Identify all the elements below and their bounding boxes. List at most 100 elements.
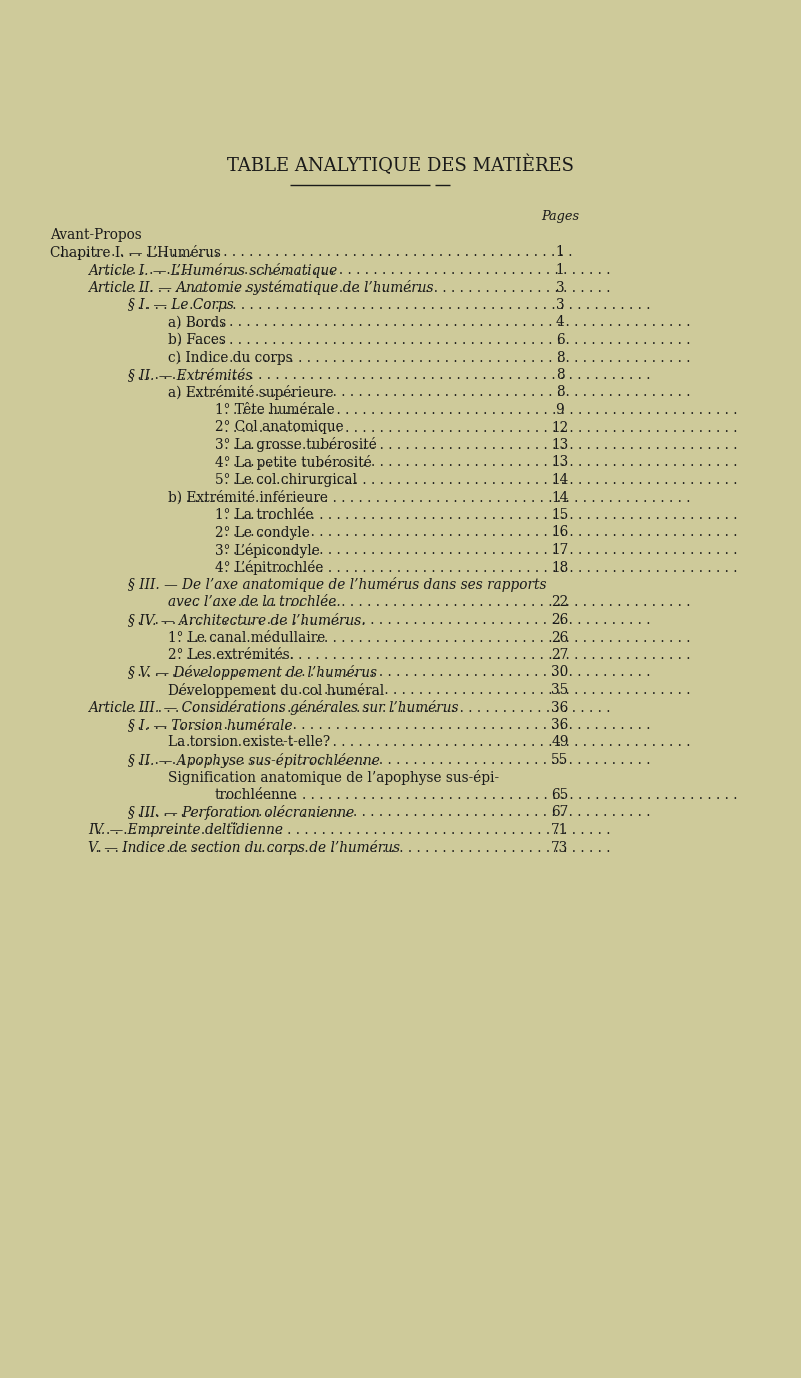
Text: . . . . . . . . . . . . . . . . . . . . . . . . . . . . . . . . . . . . . . . . : . . . . . . . . . . . . . . . . . . . . … (133, 806, 650, 820)
Text: 16: 16 (551, 525, 569, 540)
Text: 4° L’épitrochlée: 4° L’épitrochlée (215, 559, 324, 575)
Text: 4° La petite tubérosité: 4° La petite tubérosité (215, 455, 372, 470)
Text: 67: 67 (551, 806, 569, 820)
Text: . . . . . . . . . . . . . . . . . . . . . . . . . . . . . . . . . . . . . . . . : . . . . . . . . . . . . . . . . . . . . … (220, 508, 738, 522)
Text: . . . . . . . . . . . . . . . . . . . . . . . . . . . . . . . . . . . . . . . . : . . . . . . . . . . . . . . . . . . . . … (93, 823, 610, 836)
Text: 36: 36 (551, 700, 569, 715)
Text: Article III. — Considérations générales sur l’humérus: Article III. — Considérations générales … (88, 700, 458, 715)
Text: 1: 1 (556, 245, 565, 259)
Text: . . . . . . . . . . . . . . . . . . . . . . . . . . . . . . . . . . . . . . . . : . . . . . . . . . . . . . . . . . . . . … (133, 718, 650, 732)
Text: . . . . . . . . . . . . . . . . . . . . . . . . . . . . . . . . . . . . . . . . : . . . . . . . . . . . . . . . . . . . . … (93, 700, 610, 715)
Text: 71: 71 (551, 823, 569, 836)
Text: . . . . . . . . . . . . . . . . . . . . . . . . . . . . . . . . . . . . . . . . : . . . . . . . . . . . . . . . . . . . . … (173, 736, 690, 750)
Text: 3° La grosse tubérosité: 3° La grosse tubérosité (215, 437, 376, 452)
Text: . . . . . . . . . . . . . . . . . . . . . . . . . . . . . . . . . . . . . . . . : . . . . . . . . . . . . . . . . . . . . … (220, 788, 738, 802)
Text: 2° Le condyle: 2° Le condyle (215, 525, 310, 540)
Text: 9: 9 (556, 402, 565, 418)
Text: . . . . . . . . . . . . . . . . . . . . . . . . . . . . . . . . . . . . . . . . : . . . . . . . . . . . . . . . . . . . . … (220, 420, 738, 434)
Text: 49: 49 (551, 736, 569, 750)
Text: 2° Les extrémités.: 2° Les extrémités. (168, 648, 294, 661)
Text: . . . . . . . . . . . . . . . . . . . . . . . . . . . . . . . . . . . . . . . . : . . . . . . . . . . . . . . . . . . . . … (173, 316, 690, 329)
Text: 26: 26 (551, 631, 569, 645)
Text: 73: 73 (551, 841, 569, 854)
Text: 65: 65 (551, 788, 569, 802)
Text: 30: 30 (551, 666, 569, 679)
Text: . . . . . . . . . . . . . . . . . . . . . . . . . . . . . . . . . . . . . . . . : . . . . . . . . . . . . . . . . . . . . … (133, 298, 650, 311)
Text: 3: 3 (556, 281, 565, 295)
Text: TABLE ANALYTIQUE DES MATIÈRES: TABLE ANALYTIQUE DES MATIÈRES (227, 154, 574, 175)
Text: 36: 36 (551, 718, 569, 732)
Text: Pages: Pages (541, 209, 579, 223)
Text: § V. — Développement de l’humérus: § V. — Développement de l’humérus (128, 666, 377, 679)
Text: § IV. — Architecture de l’humérus.: § IV. — Architecture de l’humérus. (128, 613, 365, 627)
Text: § III. — Perforation olécranienne: § III. — Perforation olécranienne (128, 805, 354, 820)
Text: b) Faces: b) Faces (168, 333, 226, 347)
Text: . . . . . . . . . . . . . . . . . . . . . . . . . . . . . . . . . . . . . . . . : . . . . . . . . . . . . . . . . . . . . … (55, 245, 573, 259)
Text: . . . . . . . . . . . . . . . . . . . . . . . . . . . . . . . . . . . . . . . . : . . . . . . . . . . . . . . . . . . . . … (220, 438, 738, 452)
Text: Article I. — L’Humérus schématique: Article I. — L’Humérus schématique (88, 262, 337, 277)
Text: 5° Le col chirurgical: 5° Le col chirurgical (215, 473, 357, 486)
Text: 8: 8 (556, 368, 565, 382)
Text: IV. — Empreinte deltï̈dienne: IV. — Empreinte deltï̈dienne (88, 823, 283, 838)
Text: b) Extrémité inférieure: b) Extrémité inférieure (168, 491, 328, 504)
Text: . . . . . . . . . . . . . . . . . . . . . . . . . . . . . . . . . . . . . . . . : . . . . . . . . . . . . . . . . . . . . … (220, 561, 738, 575)
Text: . . . . . . . . . . . . . . . . . . . . . . . . . . . . . . . . . . . . . . . . : . . . . . . . . . . . . . . . . . . . . … (133, 666, 650, 679)
Text: Développement du col huméral: Développement du col huméral (168, 682, 384, 697)
Text: . . . . . . . . . . . . . . . . . . . . . . . . . . . . . . . . . . . . . . . . : . . . . . . . . . . . . . . . . . . . . … (220, 525, 738, 540)
Text: 55: 55 (551, 752, 569, 768)
Text: 3° L’épicondyle: 3° L’épicondyle (215, 543, 320, 558)
Text: 8: 8 (556, 386, 565, 400)
Text: Avant-Propos: Avant-Propos (50, 227, 142, 243)
Text: . . . . . . . . . . . . . . . . . . . . . . . . . . . . . . . . . . . . . . . . : . . . . . . . . . . . . . . . . . . . . … (133, 752, 650, 768)
Text: . . . . . . . . . . . . . . . . . . . . . . . . . . . . . . . . . . . . . . . . : . . . . . . . . . . . . . . . . . . . . … (173, 648, 690, 661)
Text: 13: 13 (551, 438, 569, 452)
Text: § II. — Extrémités: § II. — Extrémités (128, 368, 252, 382)
Text: . . . . . . . . . . . . . . . . . . . . . . . . . . . . . . . . . . . . . . . . : . . . . . . . . . . . . . . . . . . . . … (173, 333, 690, 347)
Text: 6: 6 (556, 333, 565, 347)
Text: . . . . . . . . . . . . . . . . . . . . . . . . . . . . . . . . . . . . . . . . : . . . . . . . . . . . . . . . . . . . . … (93, 281, 610, 295)
Text: . . . . . . . . . . . . . . . . . . . . . . . . . . . . . . . . . . . . . . . . : . . . . . . . . . . . . . . . . . . . . … (173, 350, 690, 365)
Text: 18: 18 (551, 561, 569, 575)
Text: . . . . . . . . . . . . . . . . . . . . . . . . . . . . . . . . . . . . . . . . : . . . . . . . . . . . . . . . . . . . . … (173, 386, 690, 400)
Text: 8: 8 (556, 350, 565, 365)
Text: 26: 26 (551, 613, 569, 627)
Text: 1: 1 (556, 263, 565, 277)
Text: . . . . . . . . . . . . . . . . . . . . . . . . . . . . . . . . . . . . . . . . : . . . . . . . . . . . . . . . . . . . . … (173, 683, 690, 697)
Text: . . . . . . . . . . . . . . . . . . . . . . . . . . . . . . . . . . . . . . . . : . . . . . . . . . . . . . . . . . . . . … (173, 595, 690, 609)
Text: 4: 4 (556, 316, 565, 329)
Text: V. — Indice de section du corps de l’humérus: V. — Indice de section du corps de l’hum… (88, 841, 400, 854)
Text: 27: 27 (551, 648, 569, 661)
Text: § III. — De l’axe anatomique de l’humérus dans ses rapports: § III. — De l’axe anatomique de l’huméru… (128, 577, 546, 593)
Text: . . . . . . . . . . . . . . . . . . . . . . . . . . . . . . . . . . . . . . . . : . . . . . . . . . . . . . . . . . . . . … (220, 402, 738, 418)
Text: 14: 14 (551, 473, 569, 486)
Text: . . . . . . . . . . . . . . . . . . . . . . . . . . . . . . . . . . . . . . . . : . . . . . . . . . . . . . . . . . . . . … (220, 473, 738, 486)
Text: 22: 22 (551, 595, 569, 609)
Text: avec l’axe de la trochlée.: avec l’axe de la trochlée. (168, 595, 340, 609)
Text: Chapitre I. — L’Humérus: Chapitre I. — L’Humérus (50, 245, 221, 260)
Text: La torsion existe-t-elle?: La torsion existe-t-elle? (168, 736, 330, 750)
Text: 3: 3 (556, 298, 565, 311)
Text: . . . . . . . . . . . . . . . . . . . . . . . . . . . . . . . . . . . . . . . . : . . . . . . . . . . . . . . . . . . . . … (220, 456, 738, 470)
Text: Article II. — Anatomie systématique de l’humérus: Article II. — Anatomie systématique de l… (88, 280, 433, 295)
Text: 15: 15 (551, 508, 569, 522)
Text: a) Bords: a) Bords (168, 316, 226, 329)
Text: § I. — Le Corps: § I. — Le Corps (128, 298, 234, 311)
Text: 13: 13 (551, 456, 569, 470)
Text: . . . . . . . . . . . . . . . . . . . . . . . . . . . . . . . . . . . . . . . . : . . . . . . . . . . . . . . . . . . . . … (93, 263, 610, 277)
Text: . . . . . . . . . . . . . . . . . . . . . . . . . . . . . . . . . . . . . . . . : . . . . . . . . . . . . . . . . . . . . … (173, 631, 690, 645)
Text: . . . . . . . . . . . . . . . . . . . . . . . . . . . . . . . . . . . . . . . . : . . . . . . . . . . . . . . . . . . . . … (220, 543, 738, 557)
Text: a) Extrémité supérieure: a) Extrémité supérieure (168, 384, 333, 400)
Text: 12: 12 (551, 420, 569, 434)
Text: § II. — Apophyse sus-épitrochléenne: § II. — Apophyse sus-épitrochléenne (128, 752, 380, 768)
Text: . . . . . . . . . . . . . . . . . . . . . . . . . . . . . . . . . . . . . . . . : . . . . . . . . . . . . . . . . . . . . … (133, 368, 650, 382)
Text: 2° Col anatomique: 2° Col anatomique (215, 420, 344, 434)
Text: § I. — Torsion humérale: § I. — Torsion humérale (128, 718, 292, 732)
Text: Signification anatomique de l’apophyse sus-épi-: Signification anatomique de l’apophyse s… (168, 770, 499, 785)
Text: . . . . . . . . . . . . . . . . . . . . . . . . . . . . . . . . . . . . . . . . : . . . . . . . . . . . . . . . . . . . . … (133, 613, 650, 627)
Text: 17: 17 (551, 543, 569, 557)
Text: trochléenne: trochléenne (215, 788, 297, 802)
Text: 35: 35 (551, 683, 569, 697)
Text: 14: 14 (551, 491, 569, 504)
Text: . . . . . . . . . . . . . . . . . . . . . . . . . . . . . . . . . . . . . . . . : . . . . . . . . . . . . . . . . . . . . … (173, 491, 690, 504)
Text: c) Indice du corps: c) Indice du corps (168, 350, 292, 365)
